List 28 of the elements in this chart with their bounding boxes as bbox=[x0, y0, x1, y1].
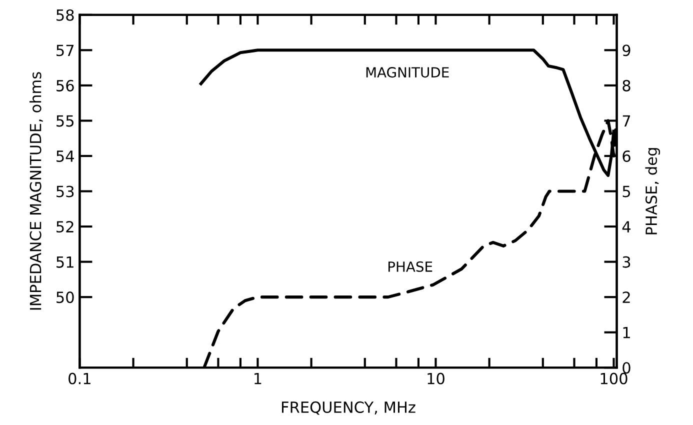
x-tick-label: 0.1 bbox=[68, 372, 90, 384]
y2-tick-label: 6 bbox=[622, 150, 630, 162]
y-tick-label: 55 bbox=[56, 115, 74, 127]
y2-tick-label: 7 bbox=[622, 115, 630, 127]
y2-tick-label: 2 bbox=[622, 292, 630, 303]
y2-tick-label: 4 bbox=[622, 221, 630, 232]
series-label: PHASE bbox=[388, 261, 432, 272]
y-tick-label: 57 bbox=[56, 44, 74, 56]
y-tick-label: 58 bbox=[56, 9, 74, 21]
y2-tick-label: 8 bbox=[622, 80, 630, 92]
y-tick-label: 51 bbox=[56, 256, 74, 268]
y2-axis-title: PHASE, deg bbox=[645, 148, 660, 234]
y-axis-title: IMPEDANCE MAGNITUDE, ohms bbox=[29, 72, 43, 310]
y-tick-label: 54 bbox=[56, 150, 74, 162]
y-tick-label: 50 bbox=[56, 292, 74, 304]
series-label: MAGNITUDE bbox=[366, 67, 449, 78]
y-tick-label: 53 bbox=[56, 186, 74, 198]
y2-tick-label: 5 bbox=[622, 186, 630, 198]
y2-tick-label: 0 bbox=[622, 362, 630, 374]
y-tick-label: 52 bbox=[56, 220, 74, 233]
y-tick-label: 56 bbox=[56, 80, 74, 92]
y2-tick-label: 9 bbox=[622, 44, 630, 56]
x-axis-title: FREQUENCY, MHz bbox=[282, 401, 416, 415]
y2-tick-label: 1 bbox=[623, 327, 630, 338]
x-tick-label: 1 bbox=[254, 372, 262, 384]
x-tick-label: 10 bbox=[428, 372, 444, 384]
y2-tick-label: 3 bbox=[622, 256, 630, 268]
x-tick-label: 100 bbox=[600, 372, 628, 384]
